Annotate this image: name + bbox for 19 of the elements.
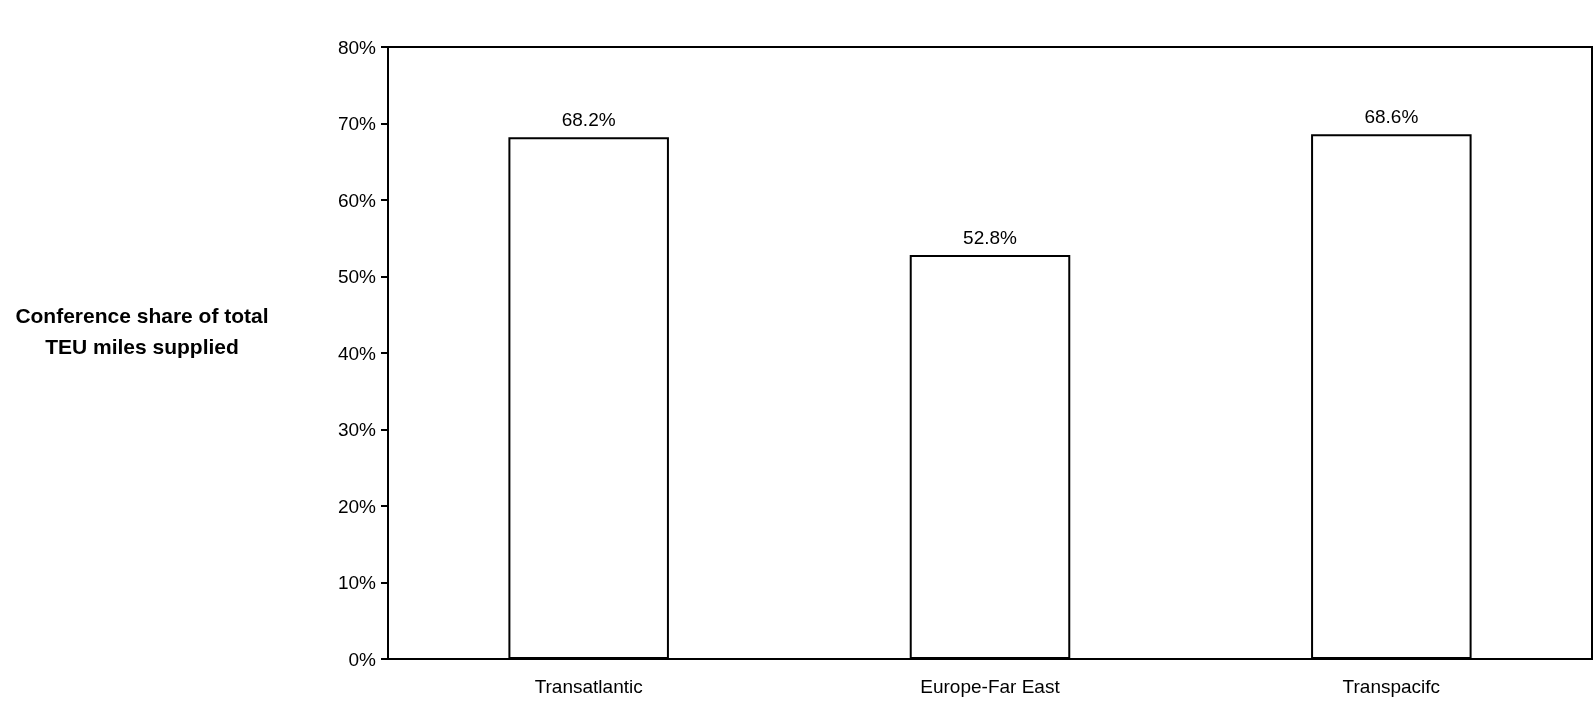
y-tick-label: 60% (337, 189, 377, 211)
x-tick-label: Transatlantic (534, 676, 643, 697)
bar (1311, 134, 1472, 659)
bar (909, 255, 1071, 659)
data-label: 68.2% (561, 109, 616, 131)
y-tick-label: 0% (348, 648, 377, 670)
y-axis-title: Conference share of total TEU miles supplied (14, 303, 270, 360)
x-tick-label: Transpacifc (1342, 676, 1441, 697)
data-label: 52.8% (963, 227, 1018, 249)
y-tick-label: 50% (337, 266, 377, 287)
y-tick-label: 20% (337, 495, 377, 517)
y-tick-label: 10% (337, 572, 377, 593)
y-tick-label: 80% (337, 36, 377, 58)
y-tick-label: 30% (337, 419, 377, 440)
x-tick-label: Europe-Far East (920, 676, 1061, 697)
bar (508, 137, 669, 659)
y-tick-label: 40% (337, 342, 377, 364)
data-label: 68.6% (1364, 106, 1419, 128)
y-tick-label: 70% (337, 113, 377, 134)
